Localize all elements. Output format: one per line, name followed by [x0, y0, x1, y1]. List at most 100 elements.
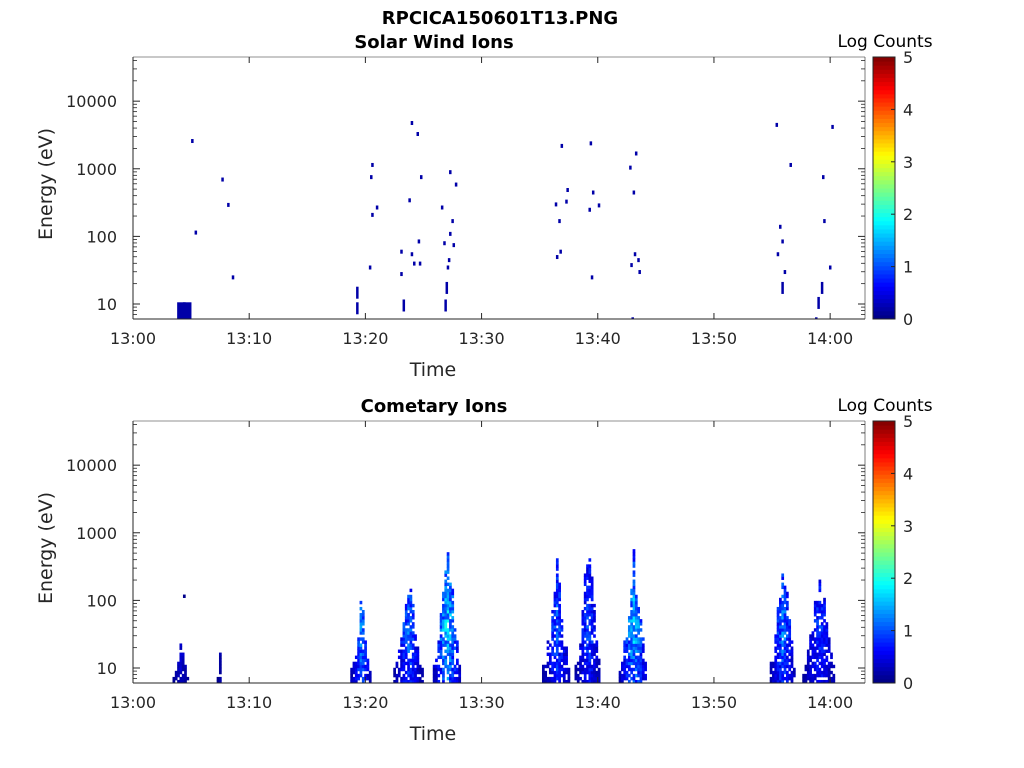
heatmap-cell: [402, 640, 406, 644]
heatmap-cell: [818, 634, 822, 638]
heatmap-cell: [781, 625, 785, 629]
heatmap-cell: [411, 661, 415, 666]
heatmap-cell: [639, 649, 643, 653]
x-tick-label: 13:20: [342, 329, 388, 348]
heatmap-cell: [627, 673, 631, 678]
heatmap-cell: [393, 673, 396, 678]
heatmap-cell: [565, 649, 568, 653]
heatmap-cell: [409, 667, 413, 672]
colorbar-segment: [873, 568, 895, 573]
heatmap-cell: [813, 661, 817, 666]
heatmap-cell: [588, 207, 591, 212]
heatmap-cell: [590, 622, 594, 626]
heatmap-cell: [588, 570, 592, 574]
heatmap-cell: [414, 649, 417, 653]
heatmap-cell: [357, 637, 360, 641]
heatmap-cell: [588, 576, 592, 580]
colorbar-segment: [873, 564, 895, 569]
heatmap-cell: [558, 655, 561, 660]
heatmap-cell: [627, 643, 631, 647]
heatmap-cell: [823, 679, 826, 683]
heatmap-cell: [583, 631, 587, 635]
heatmap-cell: [818, 670, 822, 675]
heatmap-cell: [818, 679, 822, 683]
colorbar-segment: [873, 642, 895, 647]
heatmap-cell: [586, 625, 589, 629]
heatmap-cell: [830, 655, 833, 660]
heatmap-cell: [595, 673, 599, 678]
heatmap-cell: [400, 655, 403, 660]
y-axis-label: Energy (eV): [35, 492, 57, 604]
heatmap-cell: [588, 558, 592, 562]
heatmap-cell: [444, 622, 448, 626]
heatmap-cell: [825, 637, 829, 641]
colorbar-segment: [873, 625, 895, 631]
heatmap-cell: [404, 640, 408, 644]
heatmap-cell: [458, 670, 462, 675]
heatmap-cell: [588, 637, 592, 641]
heatmap-cell: [181, 664, 185, 669]
heatmap-cell: [172, 676, 176, 681]
heatmap-cell: [411, 637, 415, 641]
heatmap-cell: [402, 652, 406, 657]
heatmap-cell: [823, 625, 826, 629]
heatmap-cell: [411, 658, 415, 663]
heatmap-cell: [597, 658, 601, 663]
colorbar-segment: [873, 584, 895, 590]
heatmap-cell: [579, 664, 582, 669]
heatmap-cell: [630, 634, 634, 638]
heatmap-cell: [453, 640, 457, 644]
heatmap-cell: [439, 616, 443, 620]
heatmap-cell: [395, 664, 399, 669]
heatmap-cell: [630, 588, 634, 593]
heatmap-cell: [783, 676, 787, 681]
heatmap-cell: [820, 631, 824, 635]
heatmap-cell: [827, 646, 831, 650]
colorbar-segment: [873, 69, 895, 74]
heatmap-cell: [813, 673, 817, 678]
heatmap-cell: [560, 625, 564, 629]
colorbar-segment: [873, 282, 895, 287]
heatmap-cell: [832, 664, 836, 669]
heatmap-cell: [783, 649, 787, 653]
heatmap-cell: [435, 667, 438, 672]
heatmap-cell: [776, 643, 780, 647]
heatmap-cell: [638, 270, 641, 275]
heatmap-cell: [541, 667, 545, 672]
heatmap-cell: [627, 658, 631, 663]
heatmap-cell: [581, 652, 585, 657]
heatmap-cell: [823, 649, 826, 653]
colorbar-tick-label: 5: [903, 412, 913, 431]
heatmap-cell: [553, 628, 557, 632]
heatmap-cell: [442, 606, 445, 611]
heatmap-cell: [644, 673, 647, 678]
heatmap-cell: [411, 670, 415, 675]
colorbar-segment: [873, 97, 895, 103]
heatmap-cell: [439, 628, 443, 632]
heatmap-cell: [407, 643, 410, 647]
heatmap-cell: [218, 676, 222, 681]
heatmap-cell: [779, 597, 782, 602]
heatmap-cell: [179, 667, 183, 672]
heatmap-cell: [781, 613, 785, 617]
heatmap-cell: [555, 594, 559, 599]
heatmap-cell: [439, 640, 443, 644]
heatmap-cell: [590, 613, 594, 617]
heatmap-cell: [641, 661, 645, 666]
heatmap-cell: [544, 673, 548, 678]
colorbar-segment: [873, 601, 895, 606]
heatmap-cell: [553, 613, 557, 617]
heatmap-cell: [630, 622, 634, 626]
heatmap-cell: [779, 609, 782, 614]
heatmap-cell: [790, 640, 794, 644]
colorbar-segment: [873, 617, 895, 623]
colorbar-segment: [873, 208, 895, 214]
heatmap-cell: [558, 625, 561, 629]
heatmap-cell: [632, 625, 636, 629]
heatmap-cell: [181, 673, 185, 678]
heatmap-cell: [581, 667, 585, 672]
heatmap-cell: [553, 594, 557, 599]
heatmap-cell: [625, 676, 629, 681]
heatmap-cell: [590, 652, 594, 657]
